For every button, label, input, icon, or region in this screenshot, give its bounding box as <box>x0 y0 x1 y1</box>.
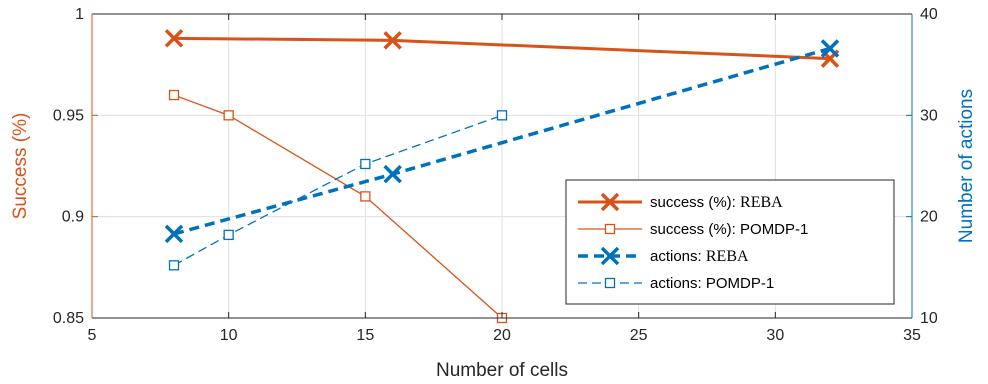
right-y-tick-label: 40 <box>920 6 938 23</box>
axes <box>91 13 913 319</box>
left-y-tick-label: 0.85 <box>53 310 84 327</box>
right-y-tick-label: 30 <box>920 107 938 124</box>
series-3 <box>168 110 508 271</box>
legend-label-method: REBA <box>740 194 783 211</box>
x-marker-stroke <box>820 39 840 58</box>
square-marker <box>168 260 180 271</box>
square-marker <box>360 191 371 202</box>
square-marker <box>496 110 508 121</box>
legend-label: success (%): REBA <box>650 194 783 211</box>
square-marker <box>223 110 234 121</box>
x-tick-label: 30 <box>766 327 784 344</box>
series-0 <box>164 29 840 68</box>
right-y-tick-label: 10 <box>920 310 938 327</box>
left-y-tick-label: 0.9 <box>62 209 84 226</box>
legend-label-prefix: actions: <box>650 275 706 292</box>
x-tick-label: 35 <box>903 327 921 344</box>
legend-label-prefix: success (%): <box>650 221 740 238</box>
x-tick-label: 10 <box>220 327 238 344</box>
left-y-tick-label: 0.95 <box>53 107 84 124</box>
legend-label: success (%): POMDP-1 <box>650 221 808 238</box>
square-marker <box>223 229 234 241</box>
left-y-tick-label: 1 <box>75 6 84 23</box>
legend-label-prefix: actions: <box>650 248 706 265</box>
x-tick-label: 15 <box>356 327 374 344</box>
x-marker-stroke <box>164 224 184 244</box>
square-marker <box>360 158 371 170</box>
tick-labels: 5 10 15 20 25 30 35 0.85 0.9 0.95 1 10 20 30 40 <box>53 6 938 344</box>
x-marker-stroke <box>164 29 184 48</box>
square-marker <box>604 277 616 289</box>
x-tick-label: 25 <box>630 327 648 344</box>
x-axis-title: Number of cells <box>436 360 568 381</box>
right-y-tick-label: 20 <box>920 209 938 226</box>
legend-label-method: POMDP-1 <box>706 275 774 292</box>
legend-entry: actions: REBA <box>578 246 749 266</box>
legend-label: actions: POMDP-1 <box>650 275 774 292</box>
x-tick-label: 5 <box>88 327 97 344</box>
x-tick-label: 20 <box>493 327 511 344</box>
square-marker <box>604 223 616 235</box>
x-marker-stroke <box>600 246 620 266</box>
legend-label: actions: REBA <box>650 248 749 265</box>
left-y-axis-title: Success (%) <box>10 113 31 220</box>
series-2 <box>164 39 840 244</box>
series-line <box>173 94 503 319</box>
legend-entry: success (%): POMDP-1 <box>578 221 808 238</box>
x-marker-stroke <box>383 164 402 184</box>
legend-label-prefix: success (%): <box>650 194 740 211</box>
legend-label-method: POMDP-1 <box>740 221 808 238</box>
x-marker-stroke <box>383 31 402 50</box>
square-marker <box>168 89 180 101</box>
series-line <box>173 114 503 266</box>
legend-entry: success (%): REBA <box>578 192 783 212</box>
legend-label-method: REBA <box>706 248 749 265</box>
legend-entry: actions: POMDP-1 <box>578 275 774 292</box>
right-y-axis-title: Number of actions <box>956 89 977 243</box>
x-marker-stroke <box>600 192 620 212</box>
series-layer <box>164 29 840 324</box>
